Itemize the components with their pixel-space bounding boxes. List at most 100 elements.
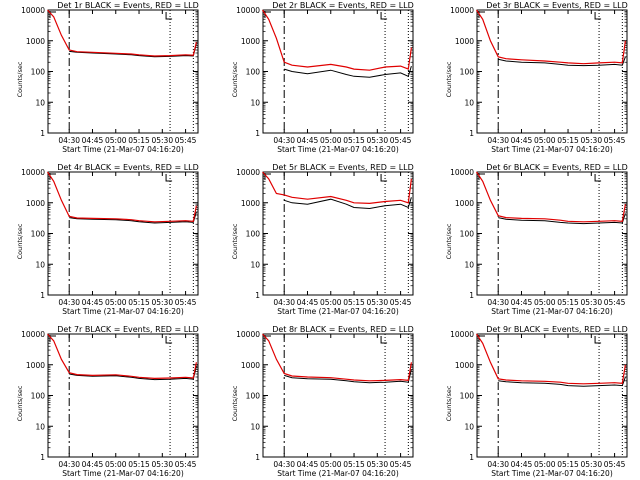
series-line-lld — [476, 9, 626, 65]
y-tick-label: 100 — [460, 230, 475, 239]
detector-panel-7: Det 7r BLACK = Events, RED = LLD 1 10 100 10… — [16, 325, 199, 478]
x-tick-label: 04:45 — [511, 136, 533, 145]
x-tick-label: 05:00 — [105, 298, 127, 307]
x-tick-label: 05:45 — [390, 298, 412, 307]
x-tick-label: 05:30 — [151, 298, 173, 307]
corner-marker-right — [380, 174, 388, 182]
y-axis-label: Counts/sec — [16, 61, 24, 97]
corner-marker-left — [478, 335, 485, 342]
x-tick-label: 05:45 — [175, 136, 197, 145]
plot-frame — [262, 171, 414, 296]
y-tick-label: 1 — [40, 453, 45, 462]
series-line-lld — [262, 9, 412, 71]
series-line-lld — [262, 333, 412, 382]
corner-marker-right — [594, 12, 602, 20]
series-line-events — [498, 56, 626, 67]
x-tick-label: 05:00 — [320, 136, 342, 145]
x-tick-label: 05:00 — [534, 460, 556, 469]
x-tick-label: 05:15 — [343, 136, 365, 145]
y-tick-label: 1000 — [455, 37, 474, 46]
y-tick-label: 10 — [464, 422, 474, 431]
detector-panel-4: Det 4r BLACK = Events, RED = LLD 1 10 100 10… — [16, 163, 199, 316]
series-line-events — [284, 65, 412, 78]
y-tick-label: 100 — [246, 230, 261, 239]
y-tick-label: 1000 — [26, 361, 45, 370]
y-tick-label: 1 — [40, 129, 45, 138]
corner-marker-right — [165, 12, 173, 20]
y-axis-label: Counts/sec — [231, 223, 239, 259]
x-tick-label: 04:45 — [82, 298, 104, 307]
series-line-events — [284, 197, 412, 210]
series-line-lld — [47, 9, 197, 57]
x-tick-label: 05:00 — [105, 460, 127, 469]
series-line-lld — [47, 333, 197, 380]
plot-frame — [47, 333, 199, 458]
x-tick-label: 05:00 — [320, 298, 342, 307]
x-tick-label: 04:45 — [82, 460, 104, 469]
y-tick-label: 1000 — [26, 199, 45, 208]
panel-title: Det 6r BLACK = Events, RED = LLD — [486, 163, 628, 172]
x-tick-label: 05:15 — [128, 136, 150, 145]
x-tick-label: 05:45 — [604, 136, 626, 145]
y-tick-label: 10 — [35, 98, 45, 107]
x-tick-label: 04:30 — [273, 460, 295, 469]
panel-title: Det 4r BLACK = Events, RED = LLD — [57, 163, 199, 172]
panel-title: Det 3r BLACK = Events, RED = LLD — [486, 1, 628, 10]
y-tick-label: 100 — [460, 68, 475, 77]
x-tick-label: 05:15 — [343, 460, 365, 469]
x-tick-label: 04:30 — [273, 298, 295, 307]
y-tick-label: 1000 — [241, 361, 260, 370]
detector-panel-3: Det 3r BLACK = Events, RED = LLD 1 10 100 10… — [445, 1, 628, 154]
x-axis-label: Start Time (21-Mar-07 04:16:20) — [491, 307, 613, 316]
plot-frame — [47, 171, 199, 296]
series-line-lld — [47, 171, 197, 223]
detector-panel-2: Det 2r BLACK = Events, RED = LLD 1 10 100 10… — [231, 1, 414, 154]
y-tick-label: 100 — [31, 230, 46, 239]
y-tick-label: 100 — [460, 392, 475, 401]
x-tick-label: 04:30 — [58, 298, 80, 307]
x-tick-label: 05:30 — [151, 460, 173, 469]
series-line-lld — [476, 333, 626, 385]
y-tick-label: 1 — [40, 291, 45, 300]
x-tick-label: 05:00 — [320, 460, 342, 469]
x-tick-label: 04:45 — [511, 298, 533, 307]
x-tick-label: 05:30 — [580, 136, 602, 145]
detector-panel-6: Det 6r BLACK = Events, RED = LLD 1 10 100 10… — [445, 163, 628, 316]
y-tick-label: 10 — [464, 260, 474, 269]
y-tick-label: 10000 — [450, 330, 474, 339]
series-line-lld — [476, 171, 626, 223]
x-tick-label: 05:15 — [128, 460, 150, 469]
y-tick-label: 10000 — [236, 168, 260, 177]
y-tick-label: 100 — [246, 68, 261, 77]
corner-marker-right — [380, 12, 388, 20]
y-tick-label: 10000 — [21, 168, 45, 177]
y-tick-label: 100 — [31, 392, 46, 401]
panel-title: Det 5r BLACK = Events, RED = LLD — [272, 163, 414, 172]
y-axis-label: Counts/sec — [445, 385, 453, 421]
panel-title: Det 7r BLACK = Events, RED = LLD — [57, 325, 199, 334]
y-tick-label: 1000 — [241, 37, 260, 46]
x-tick-label: 04:30 — [487, 298, 509, 307]
x-tick-label: 05:45 — [175, 298, 197, 307]
y-tick-label: 10 — [35, 422, 45, 431]
corner-marker-right — [594, 336, 602, 344]
plot-frame — [476, 333, 628, 458]
y-tick-label: 10000 — [236, 330, 260, 339]
x-tick-label: 05:15 — [343, 298, 365, 307]
x-axis-label: Start Time (21-Mar-07 04:16:20) — [277, 469, 399, 478]
y-tick-label: 10000 — [450, 168, 474, 177]
plot-frame — [476, 171, 628, 296]
corner-marker-right — [594, 174, 602, 182]
x-tick-label: 05:45 — [604, 460, 626, 469]
series-line-events — [498, 376, 626, 387]
x-tick-label: 04:45 — [82, 136, 104, 145]
x-tick-label: 05:45 — [390, 136, 412, 145]
x-tick-label: 05:15 — [557, 136, 579, 145]
plot-frame — [262, 333, 414, 458]
panel-title: Det 8r BLACK = Events, RED = LLD — [272, 325, 414, 334]
x-tick-label: 05:00 — [105, 136, 127, 145]
y-tick-label: 1 — [469, 129, 474, 138]
y-tick-label: 10 — [250, 422, 260, 431]
y-tick-label: 1 — [469, 453, 474, 462]
y-tick-label: 100 — [246, 392, 261, 401]
